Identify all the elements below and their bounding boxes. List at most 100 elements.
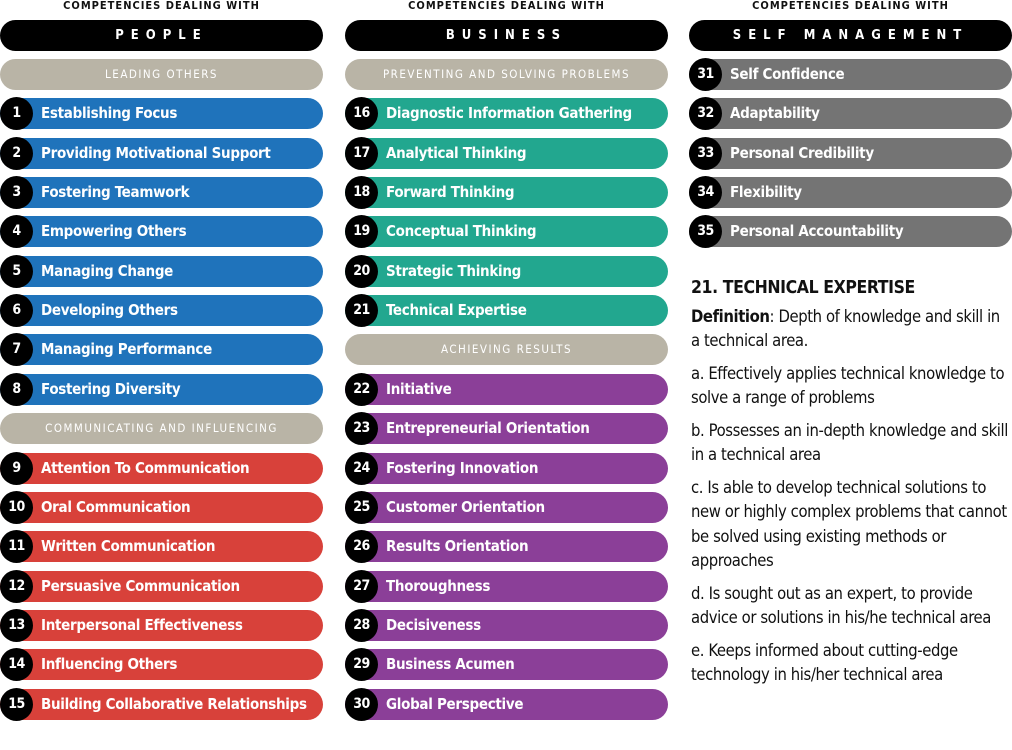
competency-name: Attention To Communication [41, 459, 250, 477]
competency-name: Empowering Others [41, 222, 187, 240]
detail-point: e. Keeps informed about cutting-edge tec… [691, 640, 958, 685]
competency-name: Customer Orientation [386, 498, 545, 516]
competency-number: 23 [345, 412, 378, 445]
competency-number: 25 [345, 491, 378, 524]
competency-number: 6 [0, 294, 33, 327]
competency-name: Flexibility [730, 183, 802, 201]
detail-point: d. Is sought out as an expert, to provid… [691, 583, 991, 628]
competency-row: 27 Thoroughness [345, 570, 668, 603]
competency-name: Influencing Others [41, 655, 178, 673]
competency-name: Building Collaborative Relationships [41, 695, 307, 713]
competency-name: Fostering Diversity [41, 380, 181, 398]
competency-name: Oral Communication [41, 498, 191, 516]
competency-name: Results Orientation [386, 537, 529, 555]
competency-row: 21 Technical Expertise [345, 294, 668, 327]
competency-row: 2 Providing Motivational Support [0, 137, 323, 170]
competency-name: Conceptual Thinking [386, 222, 537, 240]
competency-number: 5 [0, 255, 33, 288]
competency-number: 4 [0, 215, 33, 248]
competency-number: 10 [0, 491, 33, 524]
competency-row: 29 Business Acumen [345, 648, 668, 681]
competency-name: Initiative [386, 380, 452, 398]
competency-row: 17 Analytical Thinking [345, 137, 668, 170]
competency-name: Personal Credibility [730, 144, 874, 162]
competency-number: 19 [345, 215, 378, 248]
competency-number: 2 [0, 137, 33, 170]
competency-number: 1 [0, 97, 33, 130]
competency-row: 18 Forward Thinking [345, 176, 668, 209]
competency-row: 24 Fostering Innovation [345, 452, 668, 485]
competency-row: 16 Diagnostic Information Gathering [345, 97, 668, 130]
competency-name: Analytical Thinking [386, 144, 527, 162]
definition: Definition: Depth of knowledge and skill… [691, 305, 1009, 354]
competency-number: 15 [0, 688, 33, 721]
group-label: PREVENTING AND SOLVING PROBLEMS [345, 59, 668, 90]
competency-name: Establishing Focus [41, 104, 178, 122]
competency-row: 30 Global Perspective [345, 688, 668, 721]
competency-name: Strategic Thinking [386, 262, 522, 280]
competency-name: Developing Others [41, 301, 178, 319]
competency-name: Thoroughness [386, 577, 491, 595]
column-heading: PEOPLE [0, 20, 323, 51]
competency-number: 11 [0, 530, 33, 563]
competency-name: Fostering Teamwork [41, 183, 190, 201]
competency-name: Managing Performance [41, 340, 212, 358]
definition-label: Definition [691, 306, 770, 326]
competency-row: 9 Attention To Communication [0, 452, 323, 485]
competency-number: 30 [345, 688, 378, 721]
competency-number: 14 [0, 648, 33, 681]
group-label: COMMUNICATING AND INFLUENCING [0, 413, 323, 445]
competency-name: Global Perspective [386, 695, 524, 713]
competency-row: 20 Strategic Thinking [345, 255, 668, 288]
detail-title: 21. TECHNICAL EXPERTISE [691, 278, 915, 298]
competency-row: 10 Oral Communication [0, 491, 323, 524]
competency-name: Personal Accountability [730, 222, 904, 240]
column-heading: SELF MANAGEMENT [689, 20, 1012, 51]
competency-number: 33 [689, 137, 722, 170]
competency-number: 20 [345, 255, 378, 288]
competency-number: 28 [345, 609, 378, 642]
competency-name: Managing Change [41, 262, 174, 280]
column-heading: BUSINESS [345, 20, 668, 51]
competency-number: 3 [0, 176, 33, 209]
competency-name: Adaptability [730, 104, 820, 122]
competency-row: 15 Building Collaborative Relationships [0, 688, 323, 721]
competency-number: 34 [689, 176, 722, 209]
competency-row: 8 Fostering Diversity [0, 373, 323, 406]
competency-row: 3 Fostering Teamwork [0, 176, 323, 209]
competency-number: 22 [345, 373, 378, 406]
competency-row: 12 Persuasive Communication [0, 570, 323, 603]
group-label: ACHIEVING RESULTS [345, 334, 668, 366]
definition-text: : Depth of knowledge and skill in a tech… [691, 306, 1000, 351]
competency-row: 33 Personal Credibility [689, 137, 1012, 170]
competency-number: 27 [345, 570, 378, 603]
competency-number: 12 [0, 570, 33, 603]
competency-number: 13 [0, 609, 33, 642]
competency-row: 6 Developing Others [0, 294, 323, 327]
competency-number: 21 [345, 294, 378, 327]
competency-name: Providing Motivational Support [41, 144, 271, 162]
column-caption: COMPETENCIES DEALING WITH [752, 0, 949, 12]
competency-number: 35 [689, 215, 722, 248]
competency-number: 24 [345, 452, 378, 485]
competency-number: 9 [0, 452, 33, 485]
competency-row: 4 Empowering Others [0, 215, 323, 248]
competency-name: Self Confidence [730, 65, 845, 83]
competency-name: Technical Expertise [386, 301, 527, 319]
detail-point: b. Possesses an in-depth knowledge and s… [691, 420, 1008, 465]
competency-row: 25 Customer Orientation [345, 491, 668, 524]
competency-name: Written Communication [41, 537, 216, 555]
detail-panel: 21. TECHNICAL EXPERTISE Definition: Dept… [691, 276, 1009, 696]
competency-row: 1 Establishing Focus [0, 97, 323, 130]
competency-row: 28 Decisiveness [345, 609, 668, 642]
competency-number: 7 [0, 333, 33, 366]
competency-name: Forward Thinking [386, 183, 515, 201]
competency-row: 23 Entrepreneurial Orientation [345, 412, 668, 445]
column-caption: COMPETENCIES DEALING WITH [63, 0, 260, 12]
competency-name: Decisiveness [386, 616, 481, 634]
competency-row: 31 Self Confidence [689, 58, 1012, 91]
competency-row: 32 Adaptability [689, 97, 1012, 130]
competency-row: 19 Conceptual Thinking [345, 215, 668, 248]
competency-name: Persuasive Communication [41, 577, 240, 595]
